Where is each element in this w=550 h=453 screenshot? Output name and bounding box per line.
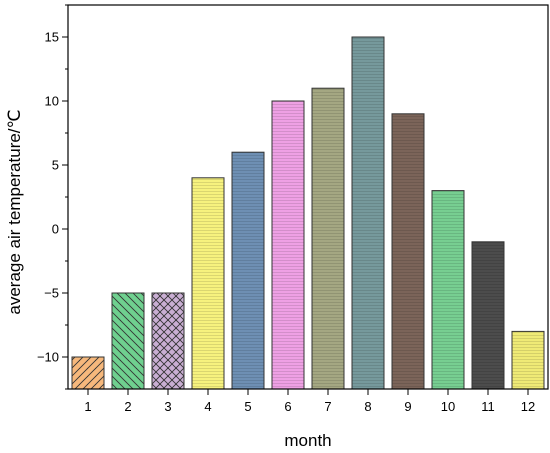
bar-month-2 <box>111 292 145 390</box>
bar-month-1 <box>71 356 105 390</box>
x-tick-label: 8 <box>364 399 371 414</box>
y-tick-label: 15 <box>45 30 59 45</box>
bars-layer <box>71 36 545 390</box>
bar-month-9 <box>391 113 425 390</box>
bar-month-4 <box>191 177 225 390</box>
x-axis-title: month <box>284 431 331 450</box>
x-tick-label: 5 <box>244 399 251 414</box>
bar-month-3 <box>151 292 185 390</box>
y-tick-label: −10 <box>37 350 59 365</box>
x-tick-label: 3 <box>164 399 171 414</box>
bar-month-5 <box>231 151 265 390</box>
bar-month-11 <box>471 241 505 390</box>
y-axis-title: average air temperature/℃ <box>5 109 24 314</box>
y-tick-label: 5 <box>52 158 59 173</box>
x-tick-label: 9 <box>404 399 411 414</box>
bar-month-8 <box>351 36 385 390</box>
bar-month-12 <box>511 330 545 390</box>
x-tick-label: 12 <box>521 399 535 414</box>
x-tick-label: 7 <box>324 399 331 414</box>
y-tick-label: −5 <box>44 286 59 301</box>
bar-month-10 <box>431 190 465 390</box>
x-tick-label: 1 <box>84 399 91 414</box>
y-tick-label: 0 <box>52 222 59 237</box>
x-tick-label: 2 <box>124 399 131 414</box>
bar-month-6 <box>271 100 305 390</box>
bar-month-7 <box>311 87 345 390</box>
x-tick-label: 10 <box>441 399 455 414</box>
x-tick-label: 4 <box>204 399 211 414</box>
x-tick-label: 11 <box>481 399 495 414</box>
x-tick-label: 6 <box>284 399 291 414</box>
y-tick-label: 10 <box>45 94 59 109</box>
